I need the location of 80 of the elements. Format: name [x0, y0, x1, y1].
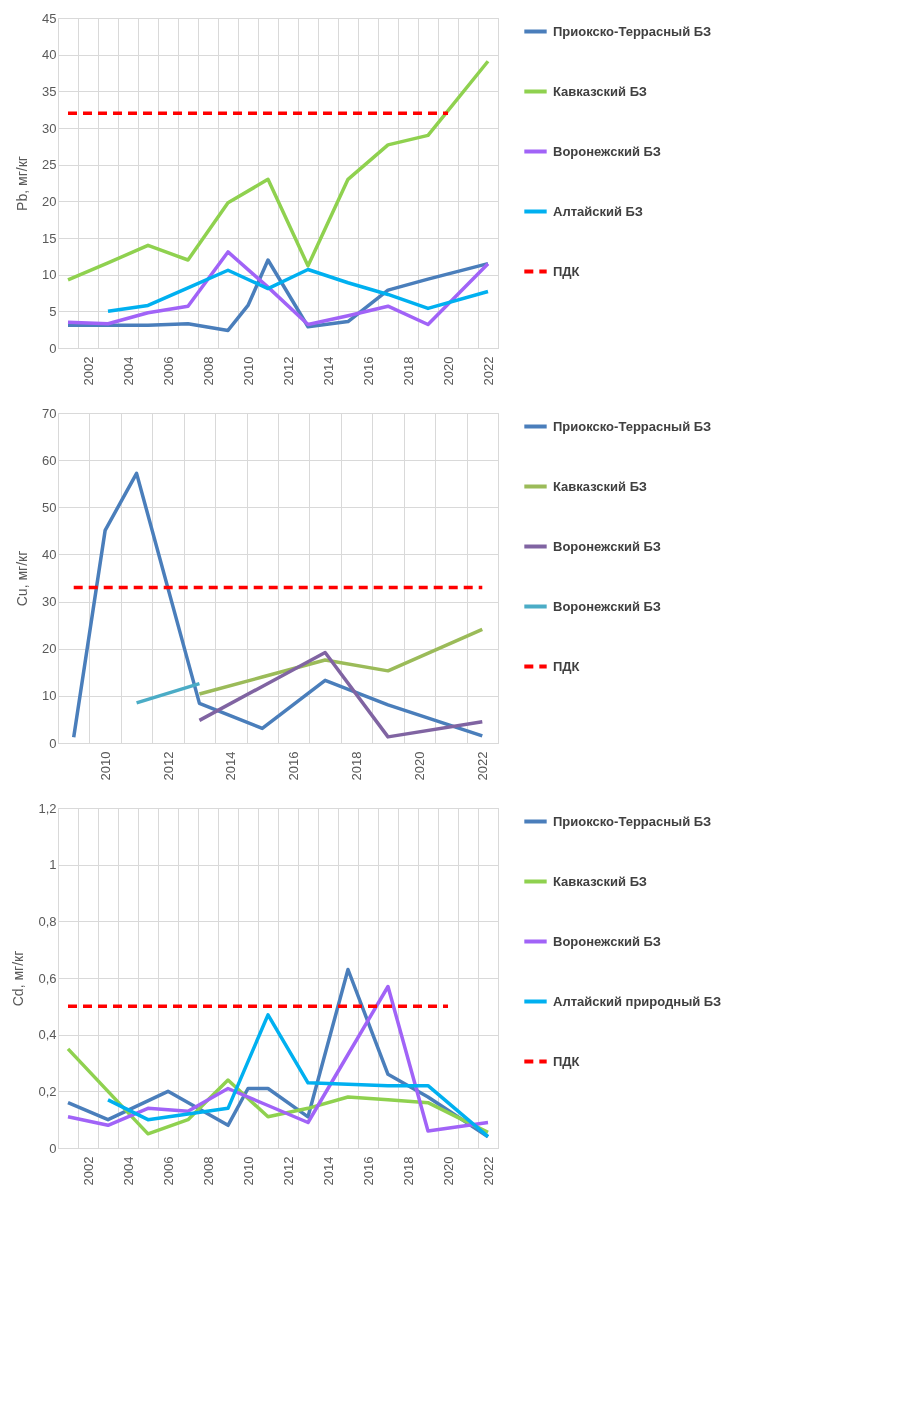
line-series	[197, 650, 485, 739]
x-tick-label: 2006	[160, 356, 176, 386]
y-tick-label: 1,2	[38, 800, 57, 816]
x-tick-label: 2002	[80, 1156, 96, 1186]
y-tick-label: 45	[42, 10, 57, 26]
line-series	[66, 250, 490, 327]
legend-label: ПДК	[553, 1053, 580, 1069]
x-tick-label: 2018	[349, 751, 365, 781]
legend-label: Кавказский БЗ	[553, 873, 647, 889]
y-tick-label: 50	[42, 499, 57, 515]
x-tick-label: 2018	[400, 356, 416, 386]
y-tick-label: 5	[49, 303, 57, 319]
y-tick-label: 1	[49, 857, 57, 873]
y-tick-label: 35	[42, 83, 57, 99]
y-tick-label: 0,8	[38, 913, 57, 929]
x-tick-label: 2022	[474, 751, 490, 781]
x-tick-label: 2012	[280, 1156, 296, 1186]
x-tick-label: 2022	[480, 1156, 496, 1186]
y-tick-label: 60	[42, 452, 57, 468]
y-tick-label: 0,4	[38, 1027, 57, 1043]
y-tick-label: 25	[42, 157, 57, 173]
y-axis-title: Cu, мг/кг	[14, 550, 31, 607]
y-tick-label: 10	[42, 267, 57, 283]
y-tick-label: 40	[42, 546, 57, 562]
x-tick-label: 2018	[400, 1156, 416, 1186]
x-tick-label: 2010	[240, 356, 256, 386]
x-tick-label: 2006	[160, 1156, 176, 1186]
line-series	[106, 267, 490, 314]
legend-label: Воронежский БЗ	[553, 598, 661, 614]
y-tick-label: 0	[49, 1140, 57, 1156]
legend-label: Воронежский БЗ	[553, 143, 661, 159]
y-tick-label: 0	[49, 735, 57, 751]
x-tick-label: 2012	[280, 356, 296, 386]
line-series	[197, 627, 485, 696]
legend-label: Приокско-Террасный БЗ	[553, 23, 712, 39]
y-tick-label: 0	[49, 340, 57, 356]
legend-label: Кавказский БЗ	[553, 83, 647, 99]
y-tick-label: 30	[42, 120, 57, 136]
legend-label: Воронежский БЗ	[553, 933, 661, 949]
x-tick-label: 2016	[286, 751, 302, 781]
line-series	[71, 471, 485, 740]
x-tick-label: 2012	[160, 751, 176, 781]
x-tick-label: 2004	[120, 1156, 136, 1186]
y-tick-label: 15	[42, 230, 57, 246]
x-tick-label: 2010	[97, 751, 113, 781]
x-tick-label: 2002	[80, 356, 96, 386]
y-tick-label: 30	[42, 594, 57, 610]
legend-label: Алтайский БЗ	[553, 203, 643, 219]
x-tick-label: 2010	[240, 1156, 256, 1186]
x-tick-label: 2008	[200, 1156, 216, 1186]
y-axis-title: Cd, мг/кг	[10, 950, 27, 1007]
x-tick-label: 2016	[360, 356, 376, 386]
legend-label: Приокско-Террасный БЗ	[553, 418, 712, 434]
legend-label: Приокско-Террасный БЗ	[553, 813, 712, 829]
x-tick-label: 2004	[120, 356, 136, 386]
line-series	[106, 1013, 490, 1139]
legend-label: ПДК	[553, 263, 580, 279]
x-tick-label: 2016	[360, 1156, 376, 1186]
y-axis-title: Pb, мг/кг	[14, 156, 31, 211]
line-series	[66, 258, 490, 333]
line-series	[66, 59, 490, 282]
y-tick-label: 0,6	[38, 970, 57, 986]
x-tick-label: 2014	[320, 1156, 336, 1186]
y-tick-label: 20	[42, 641, 57, 657]
x-tick-label: 2020	[440, 356, 456, 386]
y-tick-label: 70	[42, 405, 57, 421]
legend-label: ПДК	[553, 658, 580, 674]
y-tick-label: 40	[42, 47, 57, 63]
y-tick-label: 20	[42, 193, 57, 209]
legend-label: Кавказский БЗ	[553, 478, 647, 494]
x-tick-label: 2020	[411, 751, 427, 781]
y-tick-label: 10	[42, 688, 57, 704]
x-tick-label: 2008	[200, 356, 216, 386]
legend-label: Алтайский природный БЗ	[553, 993, 722, 1009]
x-tick-label: 2014	[223, 751, 239, 781]
x-tick-label: 2014	[320, 356, 336, 386]
legend-label: Воронежский БЗ	[553, 538, 661, 554]
x-tick-label: 2020	[440, 1156, 456, 1186]
x-tick-label: 2022	[480, 356, 496, 386]
y-tick-label: 0,2	[38, 1083, 57, 1099]
